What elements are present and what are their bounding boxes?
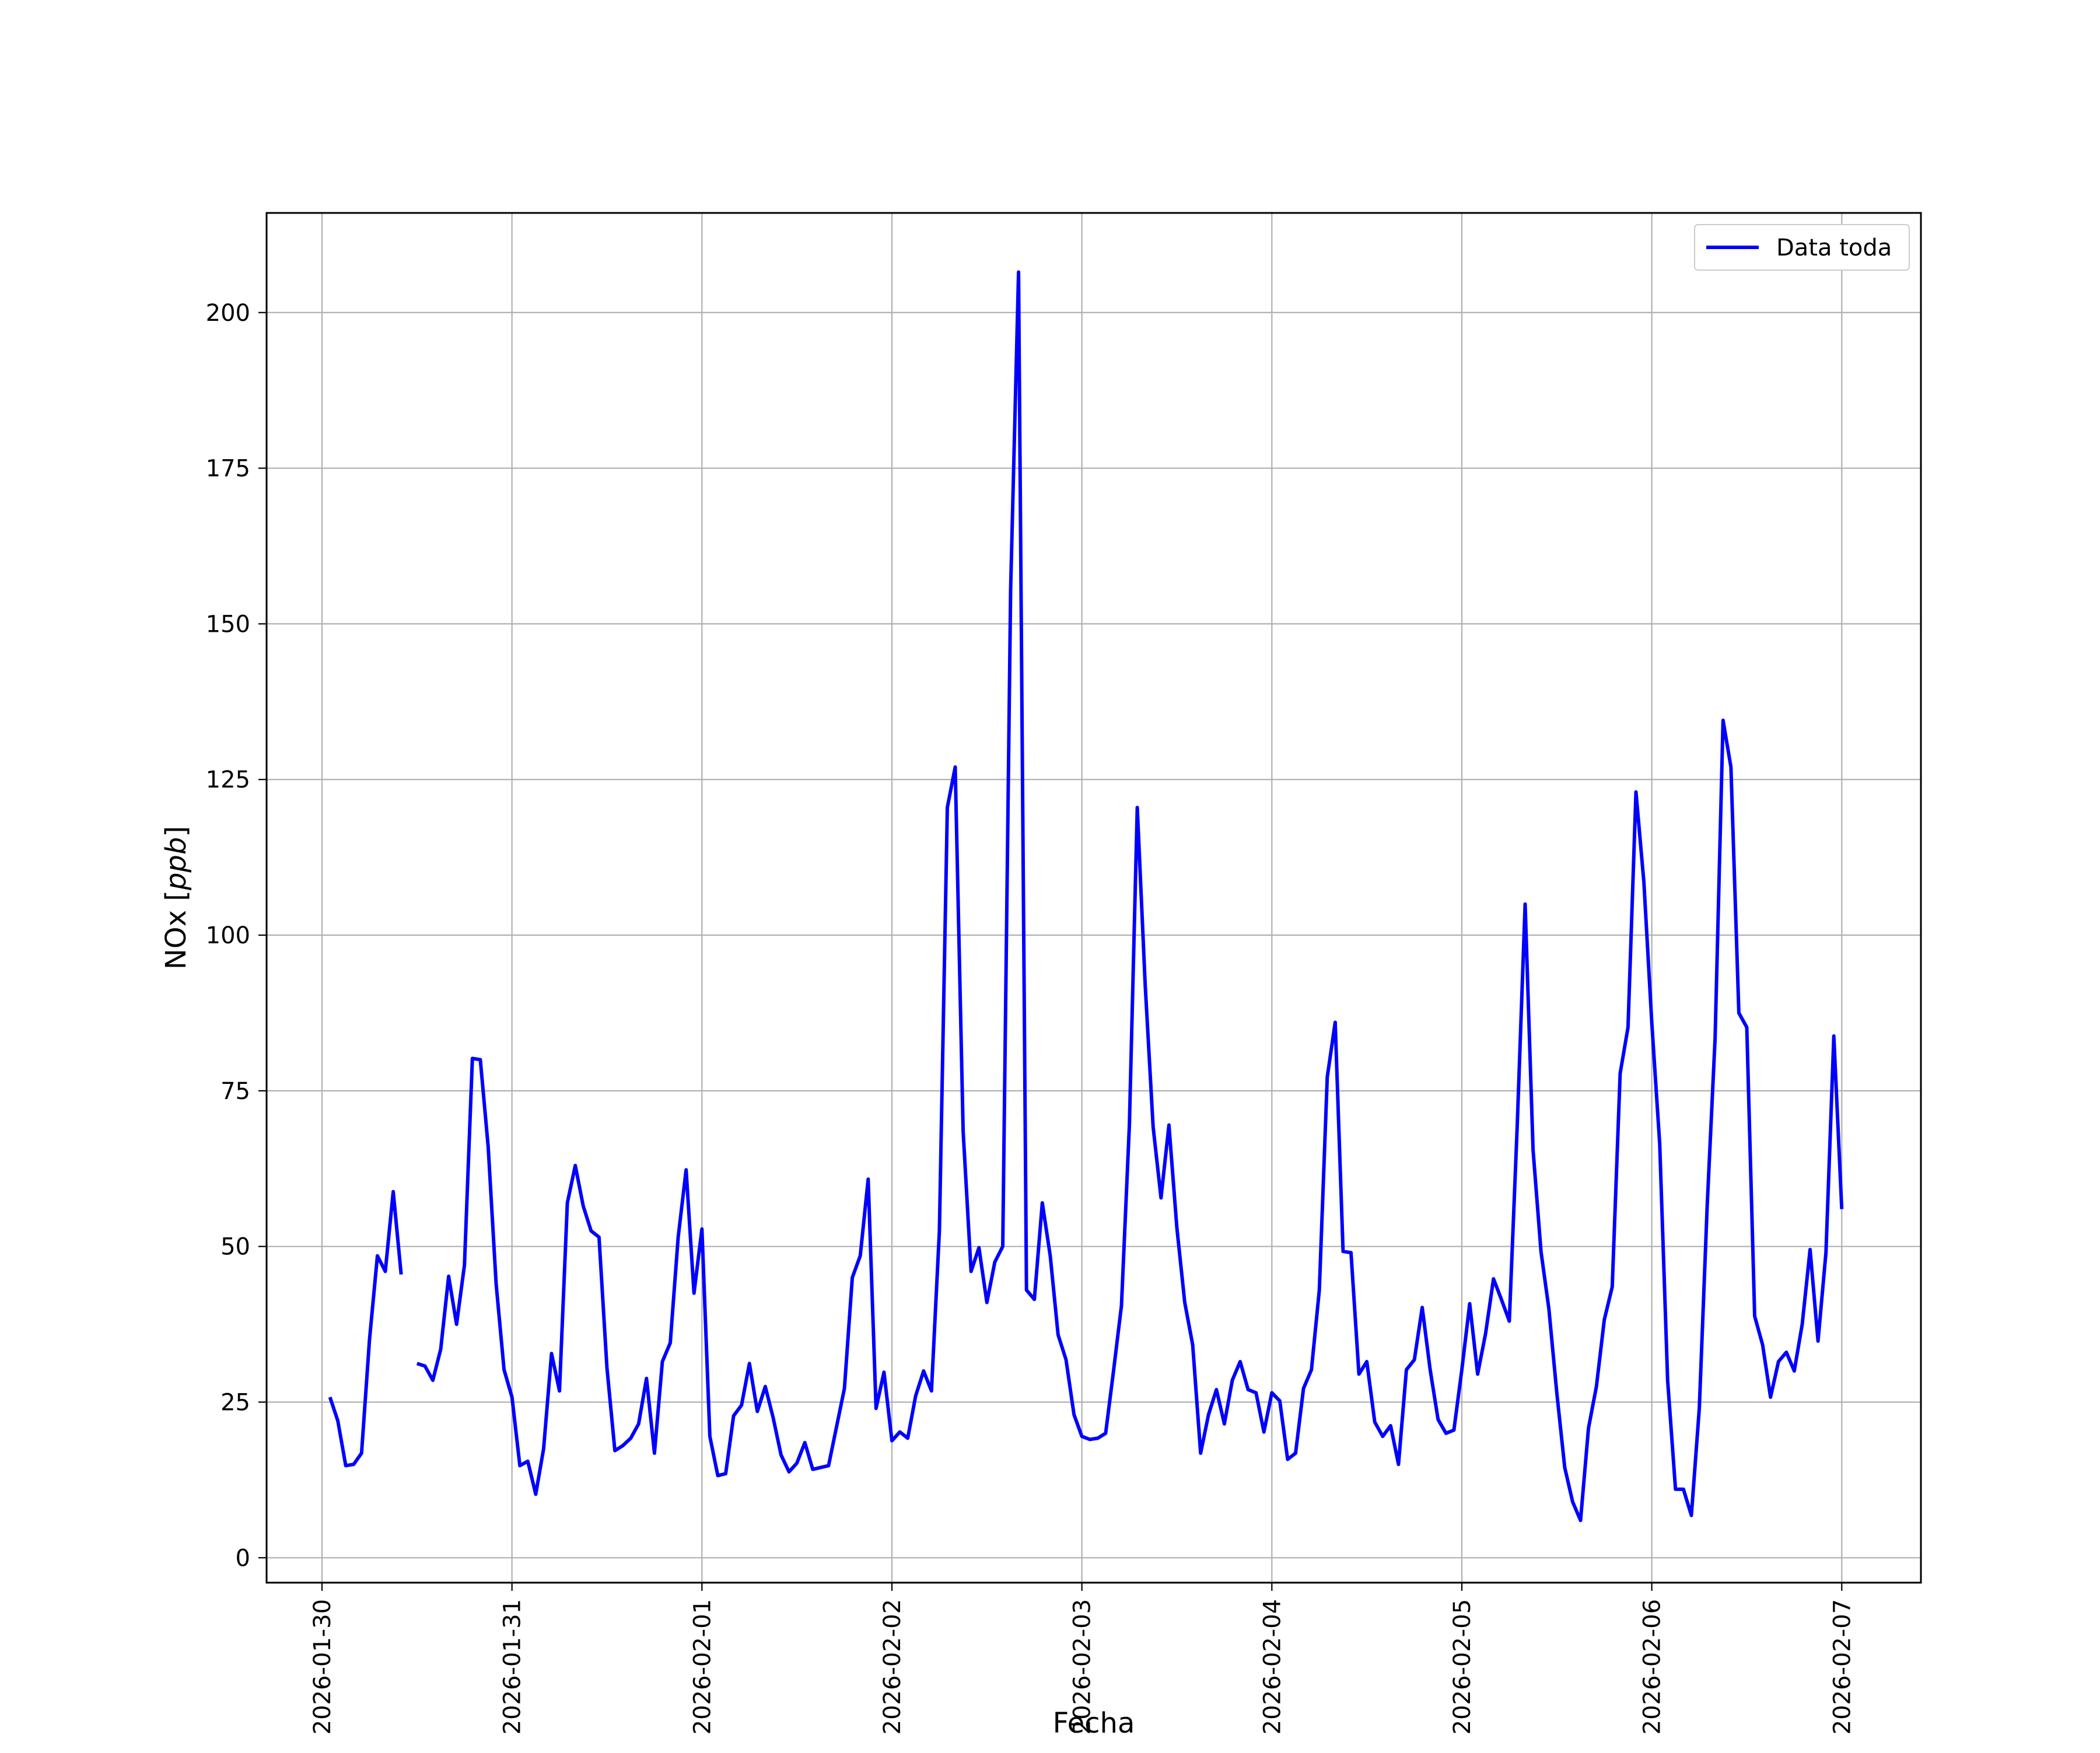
legend-label: Data toda: [1776, 235, 1892, 261]
y-tick-label: 75: [220, 1078, 250, 1105]
y-tick-label: 125: [206, 767, 250, 793]
y-axis-label-unit: ppb: [160, 837, 192, 891]
legend: Data toda: [1694, 224, 1910, 271]
x-tick-label: 2026-02-06: [1639, 1599, 1666, 1734]
x-tick-label: 2026-02-07: [1829, 1599, 1856, 1734]
y-tick-label: 100: [206, 922, 250, 949]
x-axis-ticks: 2026-01-30 2026-01-31 2026-02-01 2026-02-02…: [309, 1583, 1856, 1734]
y-tick-label: 175: [206, 456, 250, 482]
y-axis-label: NOx [ppb]: [160, 826, 192, 970]
x-axis-label: Fecha: [1053, 1707, 1135, 1740]
grid: [267, 213, 1921, 1583]
x-tick-label: 2026-01-31: [499, 1599, 526, 1734]
plot-frame: [265, 212, 1922, 1584]
x-tick-label: 2026-02-04: [1259, 1599, 1286, 1734]
x-tick-label: 2026-02-01: [689, 1599, 716, 1734]
y-tick-label: 0: [236, 1545, 250, 1572]
series-line: [416, 270, 1844, 1523]
y-axis-label-open-bracket: [: [160, 890, 192, 901]
x-tick-label: 2026-02-02: [879, 1599, 906, 1734]
x-tick-label: 2026-02-03: [1069, 1599, 1096, 1734]
y-axis-label-main: NOx: [160, 901, 192, 970]
y-axis-ticks: 0 25 50 75 100 125 150 175 200: [206, 300, 267, 1572]
y-tick-label: 25: [220, 1389, 250, 1416]
series-layer: [328, 270, 1844, 1523]
y-axis-label-close-bracket: ]: [160, 826, 192, 837]
series-line: [328, 1189, 403, 1468]
y-tick-label: 150: [206, 611, 250, 638]
y-tick-label: 50: [220, 1234, 250, 1261]
x-tick-label: 2026-02-05: [1449, 1599, 1476, 1734]
y-tick-label: 200: [206, 300, 250, 327]
x-tick-label: 2026-01-30: [309, 1599, 336, 1734]
legend-box: [1694, 224, 1910, 271]
